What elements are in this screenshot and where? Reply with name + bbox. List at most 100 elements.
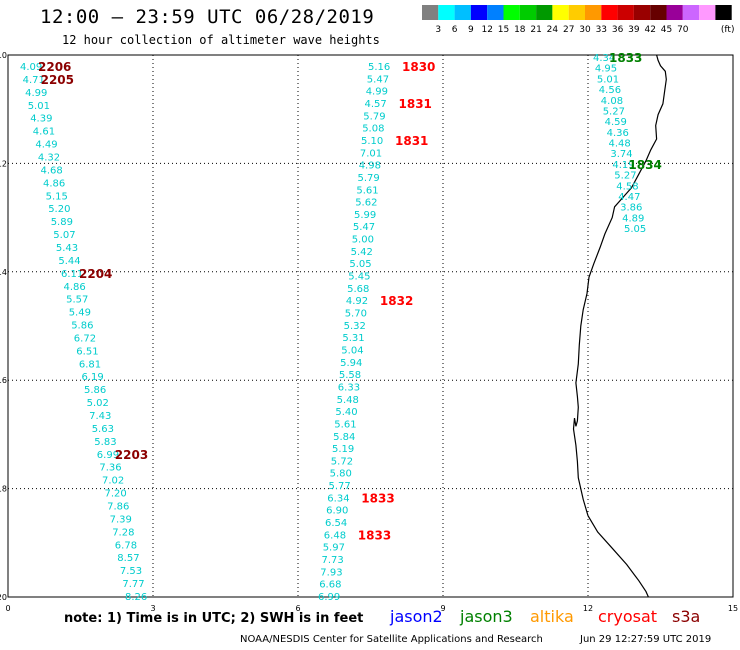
y-tick-label: -10 <box>0 51 7 60</box>
wave-height-value: 5.04 <box>341 346 363 357</box>
wave-height-value: 5.80 <box>330 469 352 480</box>
pass-time-label: 1831 <box>399 97 432 111</box>
pass-time-label: 1833 <box>358 528 391 542</box>
wave-height-value: 7.02 <box>102 476 124 487</box>
wave-height-value: 6.34 <box>327 493 349 504</box>
legend-item-jason2: jason2 <box>390 607 443 626</box>
wave-height-value: 6.99 <box>318 592 340 603</box>
color-scale-label: 45 <box>661 25 672 35</box>
wave-height-value: 4.32 <box>38 153 60 164</box>
wave-height-value: 6.19 <box>82 372 104 383</box>
wave-height-value: 7.93 <box>320 567 342 578</box>
wave-height-value: 4.89 <box>622 213 644 224</box>
units-note: note: 1) Time is in UTC; 2) SWH is in fe… <box>64 611 364 626</box>
wave-height-value: 5.43 <box>56 243 78 254</box>
color-scale-label: 12 <box>481 25 492 35</box>
pass-time-label: 1834 <box>628 158 661 172</box>
wave-height-value: 4.39 <box>30 114 52 125</box>
wave-height-value: 4.99 <box>366 87 388 98</box>
wave-height-value: 5.68 <box>347 284 369 295</box>
color-swatch <box>487 5 504 20</box>
wave-height-value: 8.57 <box>117 553 139 564</box>
credit-text: NOAA/NESDIS Center for Satellite Applica… <box>240 634 543 645</box>
color-swatch <box>536 5 553 20</box>
wave-height-value: 4.08 <box>601 96 623 107</box>
wave-height-value: 5.62 <box>355 198 377 209</box>
pass-time-label: 2206 <box>38 60 71 74</box>
wave-height-value: 7.73 <box>322 555 344 566</box>
wave-height-value: 5.47 <box>367 74 389 85</box>
color-swatch <box>519 5 537 20</box>
wave-height-value: 3.74 <box>610 149 632 160</box>
color-swatch <box>552 5 569 20</box>
wave-height-value: 5.45 <box>348 272 370 283</box>
wave-height-value: 5.77 <box>329 481 351 492</box>
wave-height-value: 5.57 <box>66 295 88 306</box>
wave-height-value: 4.36 <box>607 128 629 139</box>
color-swatch <box>454 5 471 20</box>
legend-item-altika: altika <box>530 607 574 626</box>
pass-time-label: 1830 <box>402 60 435 74</box>
color-swatch <box>585 5 602 20</box>
pass-time-label: 1832 <box>380 294 413 308</box>
wave-height-value: 5.70 <box>345 309 367 320</box>
wave-height-value: 5.16 <box>368 62 390 73</box>
color-scale-label: 33 <box>596 25 607 35</box>
wave-height-value: 5.08 <box>362 124 384 135</box>
color-swatch <box>715 5 732 20</box>
wave-height-value: 6.54 <box>325 518 347 529</box>
color-scale-label: 9 <box>468 25 474 35</box>
color-scale-label: 27 <box>563 25 574 35</box>
wave-height-value: 7.36 <box>99 463 121 474</box>
wave-height-value: 4.57 <box>365 99 387 110</box>
x-tick-label: 12 <box>583 604 593 613</box>
y-tick-label: -12 <box>0 159 7 168</box>
color-scale-label: 15 <box>498 25 509 35</box>
color-swatch <box>650 5 667 20</box>
wave-height-value: 5.42 <box>351 247 373 258</box>
color-scale-label: 42 <box>644 25 655 35</box>
wave-height-value: 8.26 <box>125 592 147 603</box>
pass-time-label: 2204 <box>79 267 112 281</box>
wave-height-value: 6.90 <box>326 506 348 517</box>
wave-height-value: 5.49 <box>69 308 91 319</box>
color-scale-label: 24 <box>547 25 559 35</box>
wave-height-value: 7.01 <box>360 148 382 159</box>
pass-time-label: 2205 <box>41 73 74 87</box>
legend-item-jason3: jason3 <box>460 607 513 626</box>
wave-height-value: 5.63 <box>92 424 114 435</box>
color-swatch <box>601 5 618 20</box>
wave-height-value: 5.84 <box>333 432 355 443</box>
wave-height-value: 4.98 <box>359 161 381 172</box>
wave-height-value: 5.58 <box>339 370 361 381</box>
wave-height-value: 3.86 <box>620 203 642 214</box>
wave-height-value: 5.01 <box>597 74 619 85</box>
pass-time-label: 1833 <box>361 491 394 505</box>
wave-height-value: 5.89 <box>51 217 73 228</box>
x-tick-label: 0 <box>5 604 10 613</box>
color-swatch <box>503 5 520 20</box>
wave-height-value: 4.59 <box>605 117 627 128</box>
wave-height-value: 5.00 <box>352 235 374 246</box>
wave-height-value: 7.77 <box>122 579 144 590</box>
wave-height-value: 5.99 <box>354 210 376 221</box>
wave-height-value: 5.72 <box>331 456 353 467</box>
wave-height-value: 5.83 <box>94 437 116 448</box>
wave-height-value: 5.07 <box>53 230 75 241</box>
wave-height-value: 6.99 <box>97 450 119 461</box>
color-scale-label: 30 <box>579 25 591 35</box>
wave-height-value: 4.56 <box>599 85 621 96</box>
wave-height-value: 5.48 <box>337 395 359 406</box>
color-scale-label: 70 <box>677 25 689 35</box>
y-tick-label: -20 <box>0 593 7 602</box>
wave-height-value: 5.01 <box>28 101 50 112</box>
wave-height-value: 6.78 <box>115 540 137 551</box>
color-swatch <box>617 5 634 20</box>
wave-height-value: 5.94 <box>340 358 362 369</box>
y-tick-label: -14 <box>0 268 7 277</box>
wave-height-value: 4.86 <box>43 178 65 189</box>
color-scale-label: 18 <box>514 25 526 35</box>
wave-height-value: 5.79 <box>358 173 380 184</box>
wave-height-value: 5.02 <box>87 398 109 409</box>
